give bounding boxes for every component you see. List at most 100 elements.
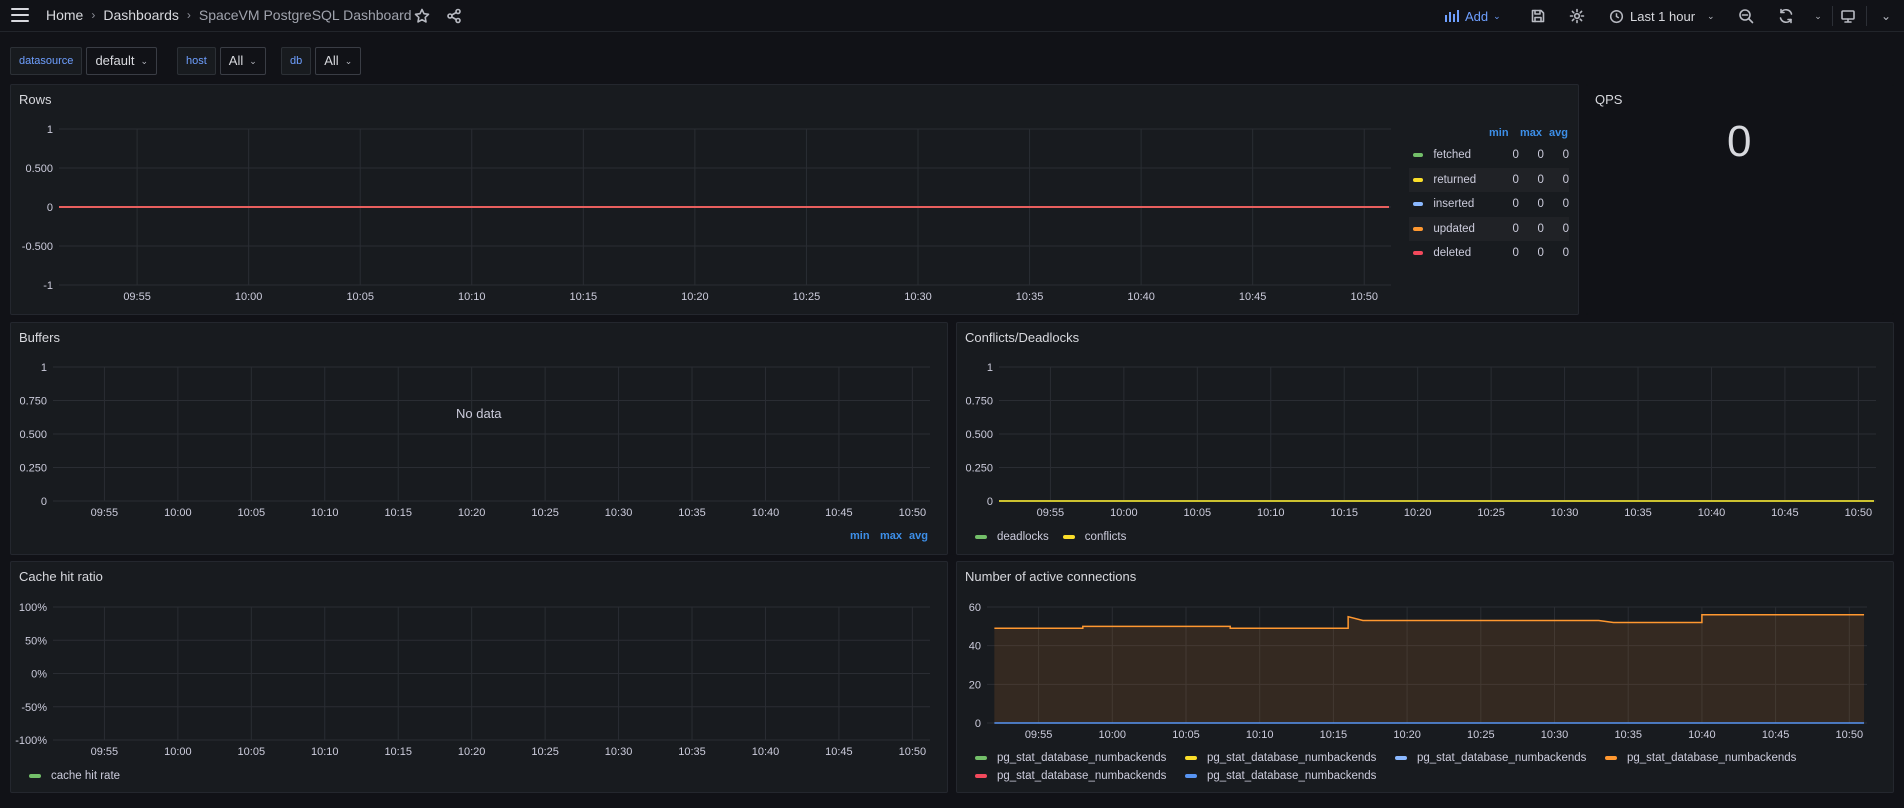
legend-item[interactable]: cache hit rate	[29, 767, 120, 785]
legend-max-value: 0	[1537, 198, 1544, 210]
legend-item[interactable]: pg_stat_database_numbackends	[975, 767, 1171, 785]
legend-row[interactable]: updated 0 0 0	[1409, 216, 1569, 241]
db-select[interactable]: All ⌄	[315, 47, 362, 75]
conflicts-legend: deadlocks conflicts	[975, 528, 1875, 546]
legend-series-name: inserted	[1433, 198, 1475, 210]
x-tick-label: 10:45	[825, 746, 853, 758]
host-select[interactable]: All ⌄	[219, 47, 266, 75]
connections-legend: pg_stat_database_numbackends pg_stat_data…	[975, 749, 1875, 785]
x-tick-label: 10:10	[1246, 729, 1274, 741]
legend-avg-value: 0	[1562, 222, 1569, 235]
divider	[1866, 6, 1867, 26]
legend-row[interactable]: deleted 0 0 0	[1409, 241, 1569, 265]
zoom-out-icon[interactable]	[1736, 6, 1756, 26]
menu-icon[interactable]	[11, 8, 29, 22]
legend-min-value: 0	[1512, 173, 1519, 186]
x-tick-label: 10:50	[1350, 291, 1378, 303]
legend-item[interactable]: pg_stat_database_numbackends	[1185, 767, 1381, 785]
variable-label: datasource	[10, 47, 83, 75]
x-tick-label: 10:45	[1762, 729, 1790, 741]
x-tick-label: 10:20	[681, 291, 709, 303]
qps-value: 0	[1727, 117, 1752, 166]
x-tick-label: 10:30	[605, 746, 633, 758]
tv-mode-icon[interactable]	[1838, 6, 1858, 26]
x-tick-label: 10:40	[1688, 729, 1716, 741]
legend-header-avg: avg	[909, 530, 928, 542]
x-tick-label: 09:55	[91, 746, 119, 758]
panel-rows[interactable]: Rows 1 0.500 0 -0.500 -1 09:55 10:00 10:05 10:10…	[10, 84, 1579, 315]
x-tick-label: 10:30	[1541, 729, 1569, 741]
gear-icon[interactable]	[1567, 6, 1587, 26]
clock-icon	[1609, 9, 1624, 23]
legend-header-min: min	[850, 530, 870, 542]
legend-min-value: 0	[1512, 222, 1519, 235]
legend-swatch	[1413, 202, 1424, 206]
legend-series-name: updated	[1433, 222, 1475, 235]
x-tick-label: 10:10	[458, 291, 486, 303]
x-tick-label: 10:25	[531, 746, 559, 758]
y-tick-label: 100%	[19, 602, 47, 614]
legend-series-name: deadlocks	[997, 531, 1049, 543]
legend-row[interactable]: inserted 0 0 0	[1409, 192, 1569, 216]
x-tick-label: 10:35	[678, 746, 706, 758]
x-tick-label: 10:35	[1016, 291, 1044, 303]
legend-item[interactable]: deadlocks	[975, 528, 1049, 546]
x-tick-label: 10:20	[458, 746, 486, 758]
x-tick-label: 10:05	[238, 746, 266, 758]
legend-row[interactable]: returned 0 0 0	[1409, 167, 1569, 192]
legend-series-name: deleted	[1433, 247, 1472, 259]
time-range-picker[interactable]: Last 1 hour ⌄	[1609, 6, 1715, 26]
panel-qps[interactable]: QPS 0	[1586, 84, 1894, 315]
panel-title: Buffers	[19, 330, 60, 345]
y-tick-label: 0.250	[19, 463, 47, 475]
legend-row[interactable]: fetched 0 0 0	[1409, 143, 1569, 167]
add-button[interactable]: Add ⌄	[1444, 6, 1501, 26]
legend-swatch	[1395, 756, 1407, 760]
panel-buffers[interactable]: Buffers 1 0.750 0.500 0.250 0 09:55 10:00 10:05…	[10, 322, 948, 555]
refresh-icon[interactable]	[1776, 6, 1796, 26]
select-value: default	[95, 53, 135, 68]
y-tick-label: -50%	[21, 702, 47, 714]
datasource-select[interactable]: default ⌄	[86, 47, 158, 75]
buffers-chart: 1 0.750 0.500 0.250 0 09:55 10:00 10:05 10:10 10:…	[19, 362, 930, 519]
x-tick-label: 10:00	[1110, 507, 1138, 519]
legend-swatch	[1413, 226, 1424, 231]
breadcrumb-home[interactable]: Home	[46, 7, 84, 23]
legend-swatch	[1185, 756, 1197, 760]
legend-item[interactable]: pg_stat_database_numbackends	[975, 749, 1171, 767]
panel-active-connections[interactable]: Number of active connections 60 40 20 0 09:5…	[956, 561, 1894, 793]
legend-item[interactable]: pg_stat_database_numbackends	[1605, 749, 1801, 767]
legend-series-name: pg_stat_database_numbackends	[1207, 752, 1377, 764]
bar-chart-icon	[1445, 10, 1459, 22]
chevron-down-icon: ⌄	[1707, 10, 1715, 21]
x-tick-label: 10:40	[752, 507, 780, 519]
share-icon[interactable]	[444, 6, 464, 26]
legend-header-min: min	[1489, 127, 1509, 139]
x-tick-label: 10:00	[164, 507, 192, 519]
x-tick-label: 10:00	[164, 746, 192, 758]
x-tick-label: 10:50	[1845, 507, 1873, 519]
x-tick-label: 10:25	[793, 291, 821, 303]
legend-item[interactable]: conflicts	[1062, 528, 1126, 546]
x-tick-label: 10:45	[1239, 291, 1267, 303]
legend-swatch	[975, 535, 987, 539]
x-tick-label: 10:35	[1624, 507, 1652, 519]
panel-cache-hit-ratio[interactable]: Cache hit ratio 100% 50% 0% -50% -100% 09:55 1…	[10, 561, 948, 793]
save-icon[interactable]	[1528, 6, 1548, 26]
panel-conflicts-deadlocks[interactable]: Conflicts/Deadlocks 1 0.750 0.500 0.250 0 09:…	[956, 322, 1894, 555]
chevron-down-icon: ⌄	[140, 56, 149, 66]
rows-chart: 1 0.500 0 -0.500 -1 09:55 10:00 10:05 10:10 10:15…	[22, 124, 1391, 303]
x-tick-label: 10:30	[1551, 507, 1579, 519]
collapse-chevron-icon[interactable]: ⌄	[1880, 9, 1892, 23]
breadcrumb-dashboards[interactable]: Dashboards	[103, 7, 179, 23]
x-tick-label: 10:20	[458, 507, 486, 519]
legend-item[interactable]: pg_stat_database_numbackends	[1185, 749, 1381, 767]
star-icon[interactable]	[412, 6, 432, 26]
y-tick-label: 1	[987, 362, 993, 374]
legend-item[interactable]: pg_stat_database_numbackends	[1395, 749, 1591, 767]
legend-max-value: 0	[1537, 247, 1544, 259]
cache-legend: cache hit rate	[29, 767, 929, 785]
refresh-interval-chevron-icon[interactable]: ⌄	[1814, 10, 1822, 21]
x-tick-label: 10:40	[1127, 291, 1155, 303]
chevron-right-icon: ›	[186, 8, 191, 22]
